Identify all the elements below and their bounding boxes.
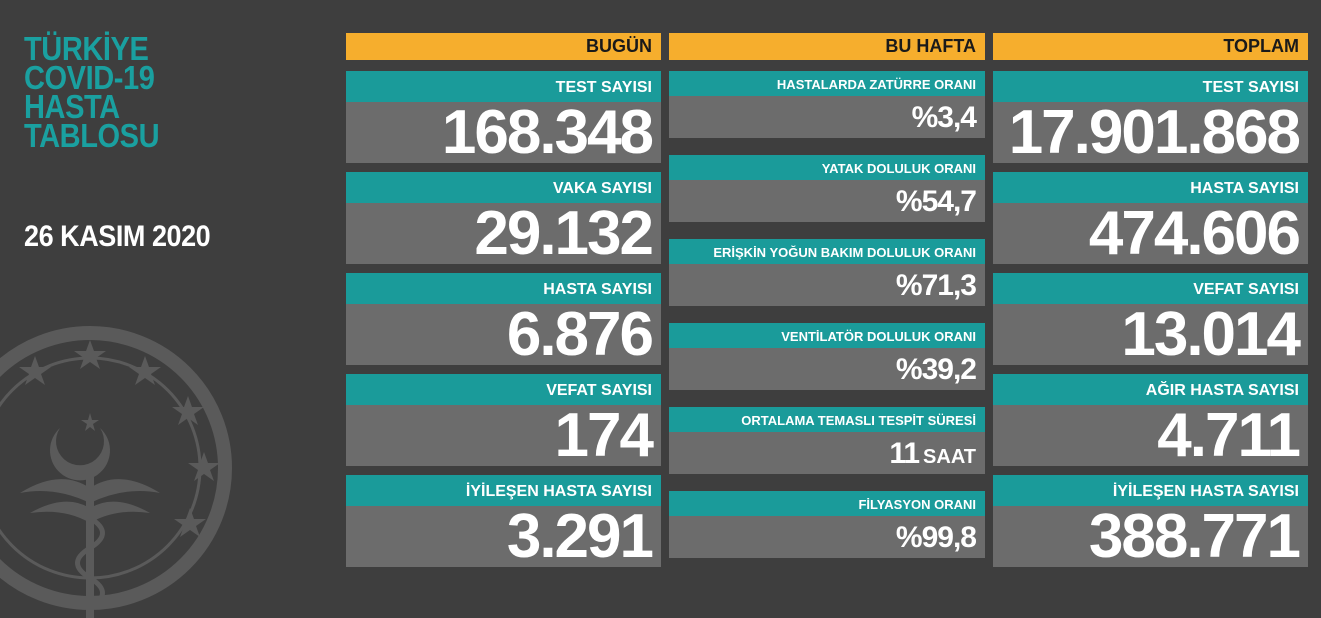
ministry-emblem-icon: [0, 326, 232, 618]
stat-label: VENTİLATÖR DOLULUK ORANI: [669, 323, 985, 348]
stat-label: VEFAT SAYISI: [993, 273, 1308, 304]
stat-card: İYİLEŞEN HASTA SAYISI 388.771: [993, 475, 1308, 568]
stat-card: İYİLEŞEN HASTA SAYISI 3.291: [346, 475, 661, 568]
stat-value: 3.291: [346, 506, 661, 568]
stat-card: VENTİLATÖR DOLULUK ORANI %39,2: [669, 323, 985, 390]
stat-card: VEFAT SAYISI 174: [346, 374, 661, 467]
week-column: BU HAFTA HASTALARDA ZATÜRRE ORANI %3,4 Y…: [669, 33, 985, 558]
report-date: 26 KASIM 2020: [24, 220, 211, 253]
stat-unit: SAAT: [923, 446, 976, 468]
stat-value: %54,7: [669, 180, 985, 222]
title-line: COVID-19: [24, 59, 155, 96]
column-header: TOPLAM: [993, 33, 1308, 60]
stat-card: TEST SAYISI 168.348: [346, 71, 661, 164]
stat-value: 29.132: [346, 203, 661, 265]
total-column: TOPLAM TEST SAYISI 17.901.868 HASTA SAYI…: [993, 33, 1308, 568]
stat-label: TEST SAYISI: [993, 71, 1308, 102]
stat-card: FİLYASYON ORANI %99,8: [669, 491, 985, 558]
stat-label: YATAK DOLULUK ORANI: [669, 155, 985, 180]
column-header: BUGÜN: [346, 33, 661, 60]
stat-label: HASTALARDA ZATÜRRE ORANI: [669, 71, 985, 96]
stat-card: ERİŞKİN YOĞUN BAKIM DOLULUK ORANI %71,3: [669, 239, 985, 306]
stat-value: 388.771: [993, 506, 1308, 568]
stat-card: HASTA SAYISI 6.876: [346, 273, 661, 366]
column-header: BU HAFTA: [669, 33, 985, 60]
stat-label: FİLYASYON ORANI: [669, 491, 985, 516]
stat-card: TEST SAYISI 17.901.868: [993, 71, 1308, 164]
stat-label: TEST SAYISI: [346, 71, 661, 102]
stat-value: %3,4: [669, 96, 985, 138]
stat-value: 17.901.868: [993, 102, 1308, 164]
stat-card: AĞIR HASTA SAYISI 4.711: [993, 374, 1308, 467]
today-column: BUGÜN TEST SAYISI 168.348 VAKA SAYISI 29…: [346, 33, 661, 568]
stat-value: 6.876: [346, 304, 661, 366]
stat-value: 168.348: [346, 102, 661, 164]
stat-label: İYİLEŞEN HASTA SAYISI: [993, 475, 1308, 506]
stat-label: ORTALAMA TEMASLI TESPİT SÜRESİ: [669, 407, 985, 432]
stat-value: 11 SAAT: [669, 432, 985, 474]
stat-card: HASTALARDA ZATÜRRE ORANI %3,4: [669, 71, 985, 138]
stat-value: %71,3: [669, 264, 985, 306]
stat-value: %99,8: [669, 516, 985, 558]
stat-label: VAKA SAYISI: [346, 172, 661, 203]
stat-label: HASTA SAYISI: [993, 172, 1308, 203]
stat-label: İYİLEŞEN HASTA SAYISI: [346, 475, 661, 506]
stat-value: 4.711: [993, 405, 1308, 467]
stat-card: HASTA SAYISI 474.606: [993, 172, 1308, 265]
stat-card: YATAK DOLULUK ORANI %54,7: [669, 155, 985, 222]
title-line: TABLOSU: [24, 117, 160, 154]
stat-label: HASTA SAYISI: [346, 273, 661, 304]
stat-value: 474.606: [993, 203, 1308, 265]
stat-card: VAKA SAYISI 29.132: [346, 172, 661, 265]
stat-label: ERİŞKİN YOĞUN BAKIM DOLULUK ORANI: [669, 239, 985, 264]
title-line: TÜRKİYE: [24, 30, 149, 67]
dashboard-title: TÜRKİYE COVID-19 HASTA TABLOSU: [24, 30, 178, 154]
stat-label: VEFAT SAYISI: [346, 374, 661, 405]
stat-value: %39,2: [669, 348, 985, 390]
stat-label: AĞIR HASTA SAYISI: [993, 374, 1308, 405]
stat-number: 11: [889, 437, 920, 470]
title-line: HASTA: [24, 88, 120, 125]
stat-value: 13.014: [993, 304, 1308, 366]
stat-value: 174: [346, 405, 661, 467]
stat-card: ORTALAMA TEMASLI TESPİT SÜRESİ 11 SAAT: [669, 407, 985, 474]
stat-card: VEFAT SAYISI 13.014: [993, 273, 1308, 366]
